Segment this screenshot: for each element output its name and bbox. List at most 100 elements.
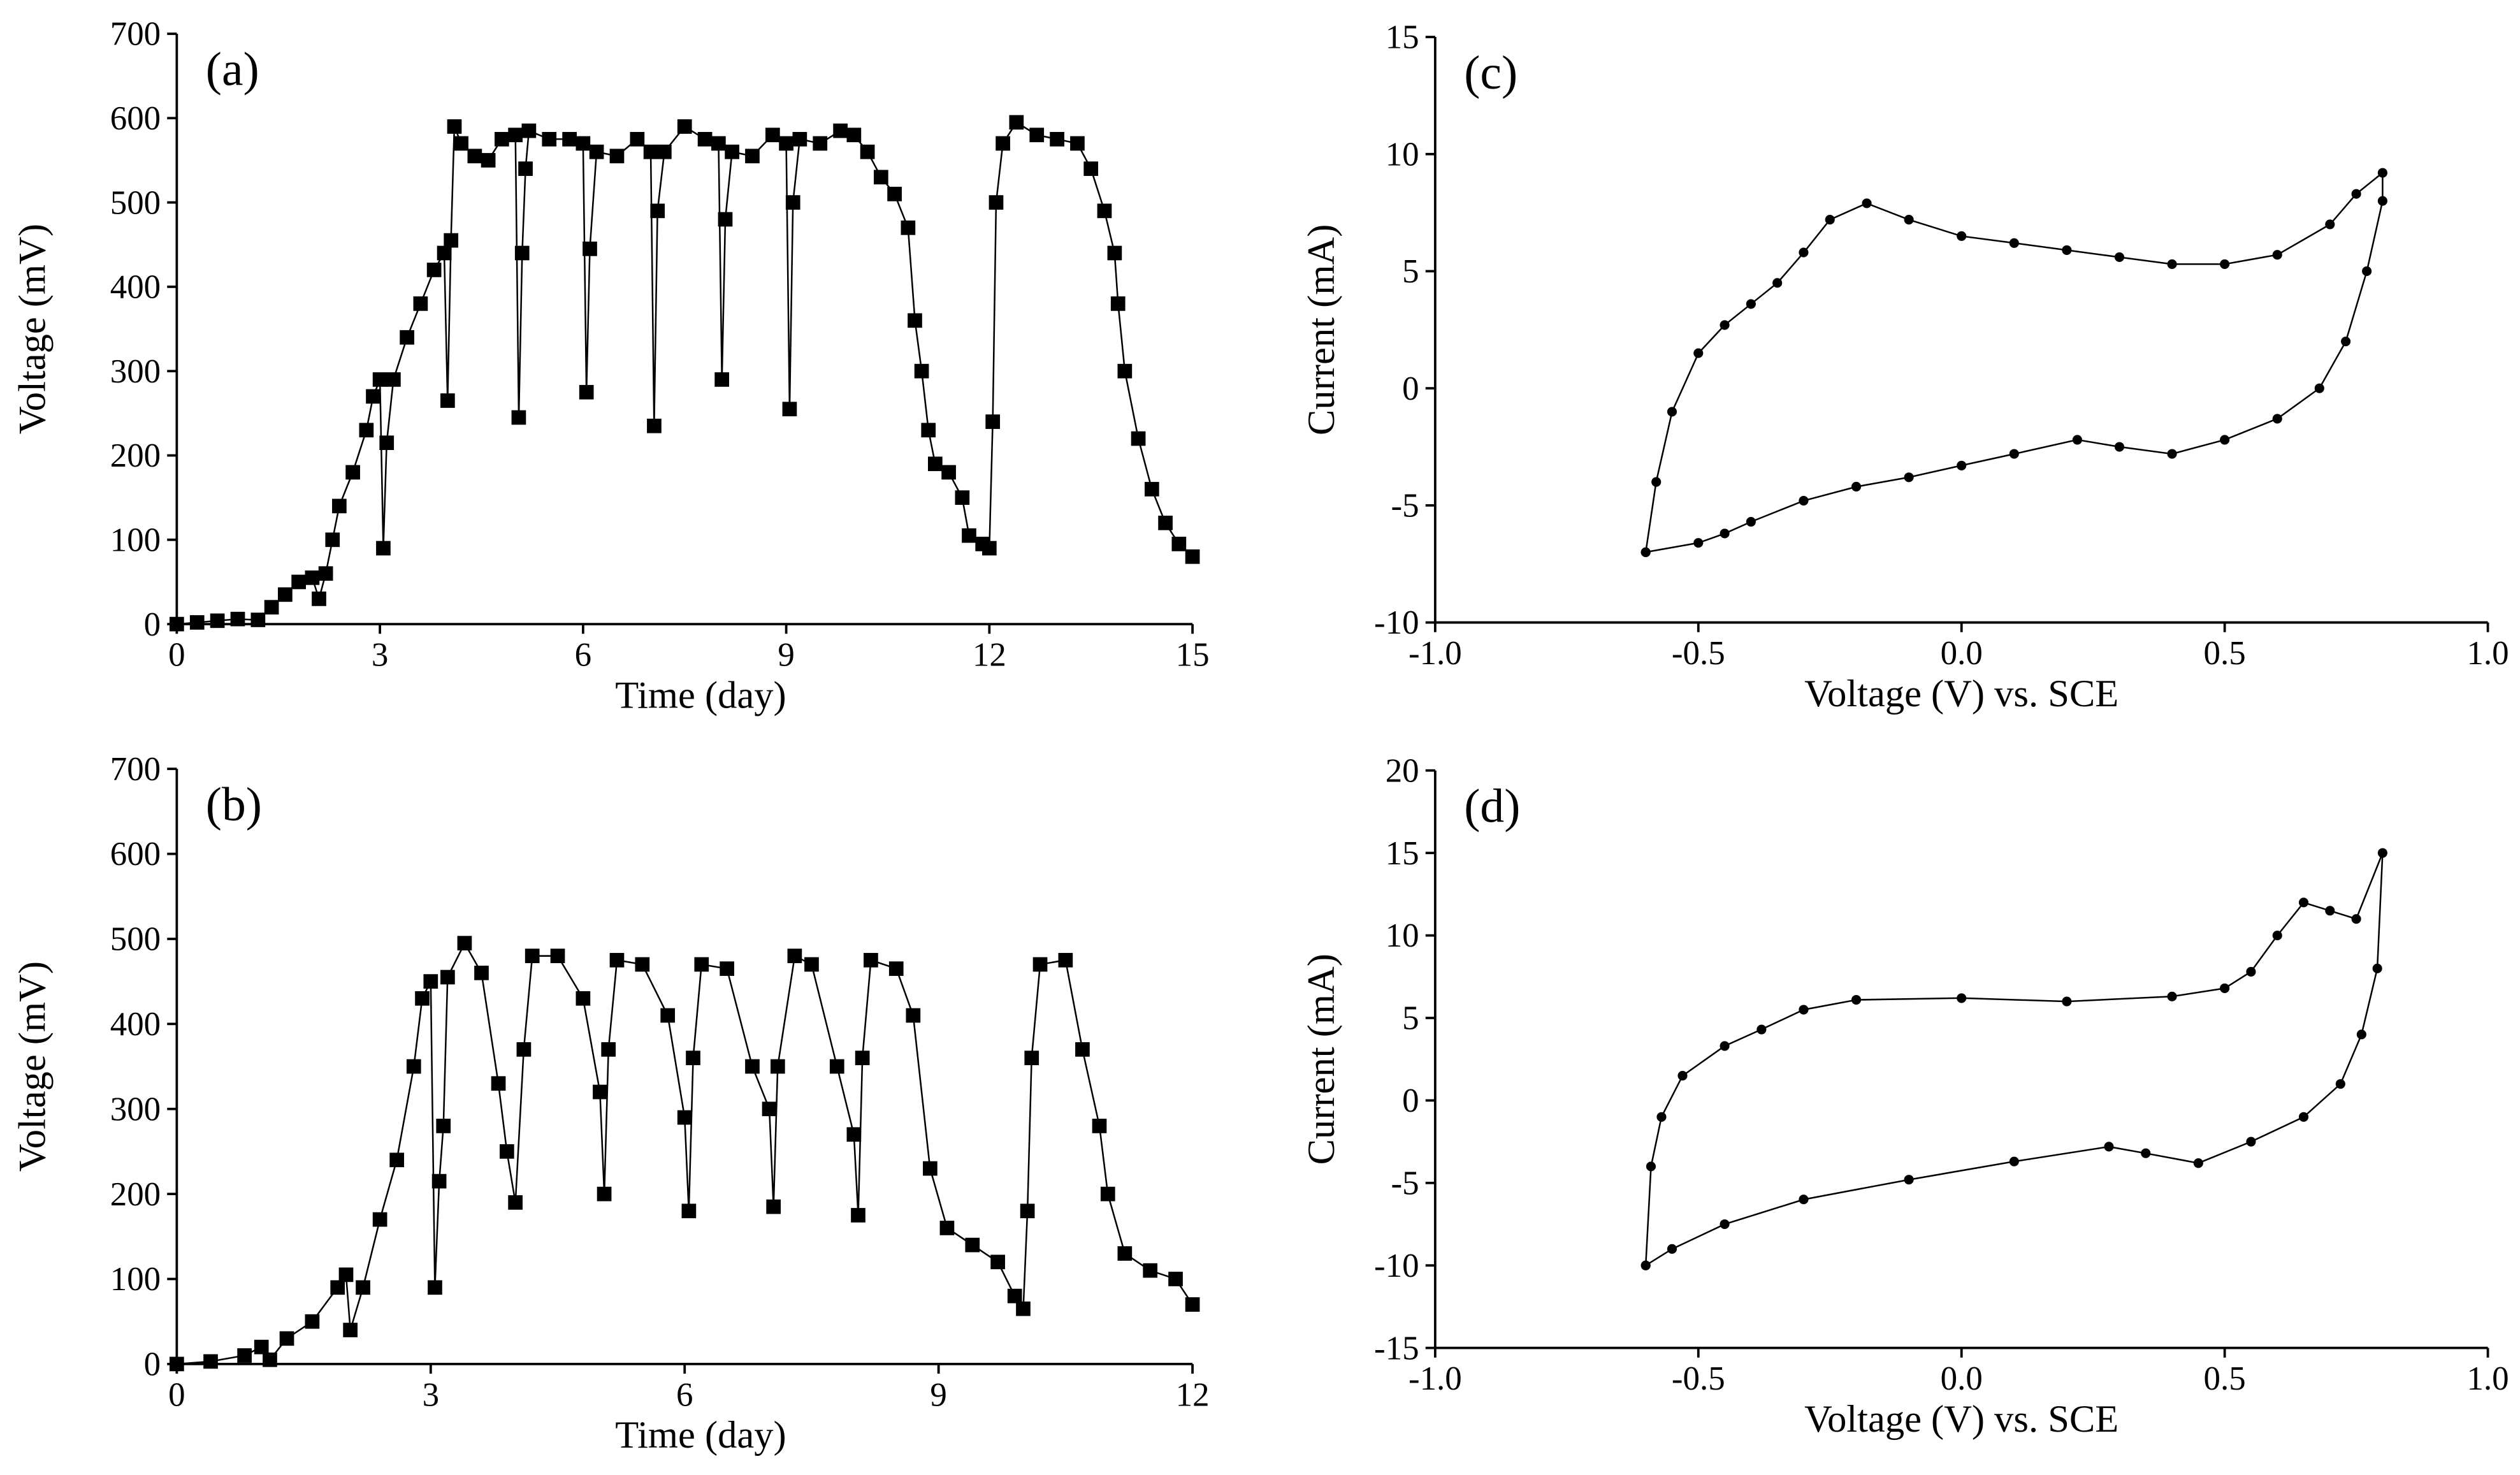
x-tick-label: 0.5 bbox=[2204, 1360, 2246, 1397]
data-point bbox=[593, 1084, 607, 1100]
data-point bbox=[923, 1161, 938, 1176]
data-point bbox=[2114, 252, 2125, 262]
data-point bbox=[457, 936, 472, 950]
x-axis-label: Voltage (V) vs. SCE bbox=[1804, 672, 2118, 715]
data-point bbox=[583, 242, 597, 256]
data-point bbox=[829, 1059, 844, 1074]
data-point bbox=[990, 1254, 1005, 1270]
x-tick-label: 0.5 bbox=[2204, 635, 2246, 672]
data-point bbox=[2377, 848, 2387, 858]
data-point bbox=[928, 456, 943, 472]
data-point bbox=[356, 1280, 370, 1295]
data-point bbox=[508, 1195, 523, 1210]
y-tick-label: 100 bbox=[110, 521, 161, 558]
data-point bbox=[1117, 1246, 1133, 1261]
x-tick-label: -0.5 bbox=[1672, 635, 1725, 672]
data-point bbox=[237, 1348, 252, 1363]
data-point bbox=[1656, 1112, 1667, 1122]
y-tick-label: 5 bbox=[1402, 1000, 1419, 1037]
panel-label: (d) bbox=[1464, 780, 1520, 832]
data-point bbox=[914, 363, 929, 379]
data-point bbox=[643, 144, 658, 159]
data-point bbox=[2272, 414, 2282, 424]
data-point bbox=[2325, 219, 2335, 229]
data-point bbox=[1646, 1161, 1656, 1172]
y-tick-label: -5 bbox=[1391, 488, 1419, 525]
data-point bbox=[650, 203, 665, 219]
x-tick-label: 3 bbox=[423, 1376, 439, 1413]
data-point bbox=[263, 1352, 277, 1367]
data-point bbox=[720, 961, 734, 977]
x-tick-label: 12 bbox=[1176, 1376, 1210, 1413]
data-point bbox=[386, 372, 401, 387]
data-point bbox=[279, 1331, 294, 1346]
data-point bbox=[1756, 1024, 1767, 1035]
data-point bbox=[291, 574, 306, 590]
data-point bbox=[745, 149, 760, 164]
data-point bbox=[785, 195, 800, 210]
data-point bbox=[1029, 127, 1045, 143]
y-tick-label: 600 bbox=[110, 836, 161, 873]
data-point bbox=[516, 1042, 532, 1057]
data-point bbox=[1020, 1203, 1035, 1219]
data-point bbox=[1693, 538, 1704, 548]
data-point bbox=[366, 389, 380, 404]
data-point bbox=[1720, 320, 1730, 330]
data-point bbox=[1050, 132, 1064, 147]
data-point bbox=[846, 127, 862, 143]
y-axis-label: Current (mA) bbox=[1300, 954, 1343, 1165]
data-point bbox=[779, 136, 793, 151]
x-tick-label: 9 bbox=[930, 1376, 946, 1413]
data-point bbox=[203, 1354, 218, 1369]
data-point bbox=[888, 961, 904, 977]
data-point bbox=[2377, 168, 2387, 178]
data-point bbox=[428, 1280, 442, 1295]
data-point bbox=[467, 149, 482, 164]
y-tick-label: 10 bbox=[1386, 136, 1419, 173]
data-point bbox=[762, 1101, 777, 1117]
data-point bbox=[846, 1127, 862, 1142]
data-point bbox=[1799, 247, 1809, 258]
data-point bbox=[332, 498, 347, 514]
data-point bbox=[525, 948, 540, 964]
data-point bbox=[1677, 1071, 1688, 1081]
data-point bbox=[962, 528, 976, 543]
data-point bbox=[2372, 963, 2382, 973]
data-point bbox=[2362, 266, 2372, 277]
data-point bbox=[1667, 407, 1677, 417]
y-tick-label: -10 bbox=[1374, 604, 1419, 641]
data-point bbox=[499, 1144, 514, 1159]
data-point bbox=[343, 1323, 358, 1337]
data-point bbox=[1640, 1260, 1651, 1270]
data-point bbox=[440, 970, 455, 985]
data-point bbox=[1144, 482, 1159, 497]
data-point bbox=[864, 952, 878, 968]
data-point bbox=[1070, 136, 1085, 151]
data-point bbox=[518, 161, 533, 177]
y-tick-label: 500 bbox=[110, 921, 161, 958]
data-point bbox=[312, 592, 326, 606]
data-point bbox=[454, 136, 468, 151]
y-tick-label: 10 bbox=[1386, 917, 1419, 954]
data-point bbox=[521, 123, 537, 138]
data-point bbox=[210, 613, 225, 629]
data-point bbox=[436, 1119, 451, 1133]
panel: -15 -10 -5 0 5 10 15 20 -1.0 -0.5 0.0 0.5 1.0 Voltage… bbox=[1300, 752, 2509, 1440]
x-axis-label: Time (day) bbox=[615, 1414, 786, 1457]
x-axis-label: Time (day) bbox=[615, 674, 786, 716]
data-point bbox=[939, 1221, 955, 1235]
data-point bbox=[1746, 299, 1756, 309]
y-tick-label: 400 bbox=[110, 1006, 161, 1043]
data-point bbox=[1016, 1301, 1031, 1316]
data-point bbox=[1158, 515, 1173, 530]
data-point bbox=[2341, 337, 2351, 347]
data-point bbox=[1024, 1050, 1039, 1066]
data-point bbox=[681, 1203, 697, 1219]
y-tick-label: 0 bbox=[1402, 370, 1419, 407]
data-line bbox=[177, 941, 1194, 1365]
data-point bbox=[2009, 1156, 2019, 1166]
data-point bbox=[514, 245, 530, 261]
data-point bbox=[2351, 189, 2361, 199]
